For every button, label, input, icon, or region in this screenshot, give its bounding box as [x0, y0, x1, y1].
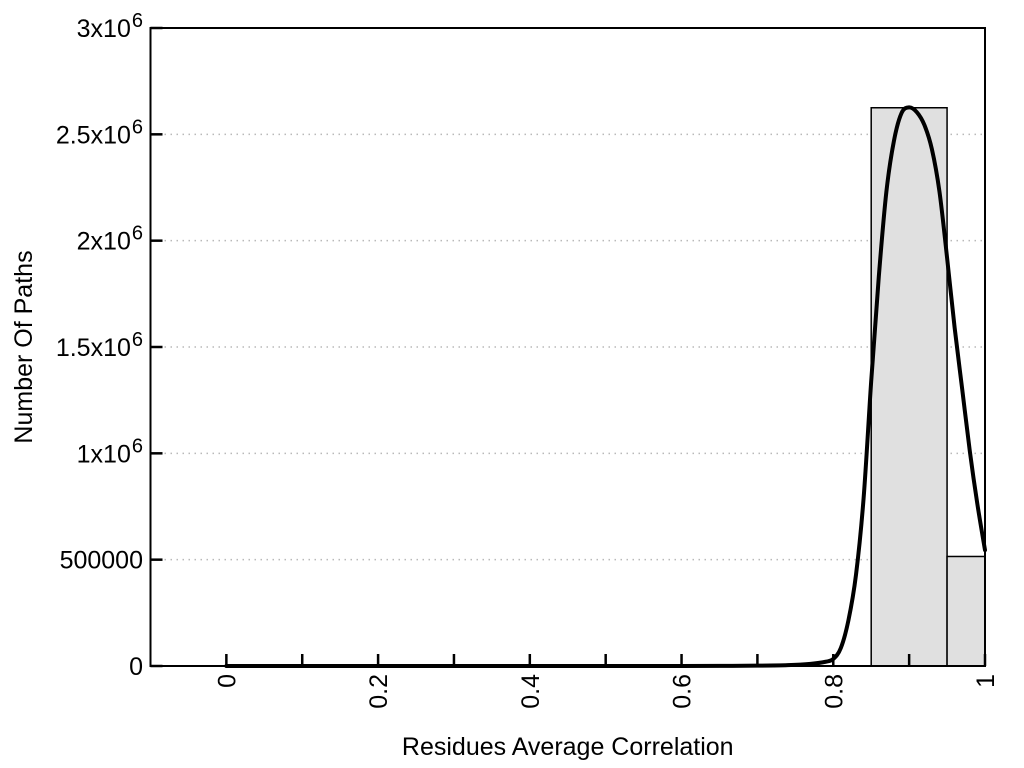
- y-tick-label: 2x106: [77, 223, 143, 256]
- x-tick-label: 0.2: [365, 674, 393, 709]
- y-tick-label: 0: [129, 653, 143, 681]
- x-tick-label: 0.8: [820, 674, 848, 709]
- histogram-bar: [946, 555, 986, 667]
- y-tick-label: 1x106: [77, 435, 143, 468]
- plot-border: [149, 27, 986, 667]
- x-tick-label: 0: [213, 674, 241, 688]
- x-axis-title: Residues Average Correlation: [402, 733, 734, 761]
- x-tick-label: 0.6: [669, 674, 697, 709]
- x-tick-label: 0.4: [517, 674, 545, 709]
- y-tick-label: 2.5x106: [56, 116, 143, 149]
- axis-ticks: [150, 26, 987, 668]
- axis-labels: Number Of Paths Residues Average Correla…: [10, 10, 1000, 761]
- y-tick-label: 1.5x106: [56, 329, 143, 362]
- x-tick-labels: 0 0.2 0.4 0.6 0.8 1: [213, 674, 1000, 709]
- x-tick-label: 1: [972, 674, 1000, 688]
- y-axis-title: Number Of Paths: [10, 250, 38, 443]
- y-tick-labels: 0 500000 1x106 1.5x106 2x106 2.5x106 3x106: [56, 10, 143, 681]
- histogram-bar: [870, 107, 948, 667]
- y-tick-label: 500000: [60, 547, 143, 575]
- y-tick-label: 3x106: [77, 10, 143, 43]
